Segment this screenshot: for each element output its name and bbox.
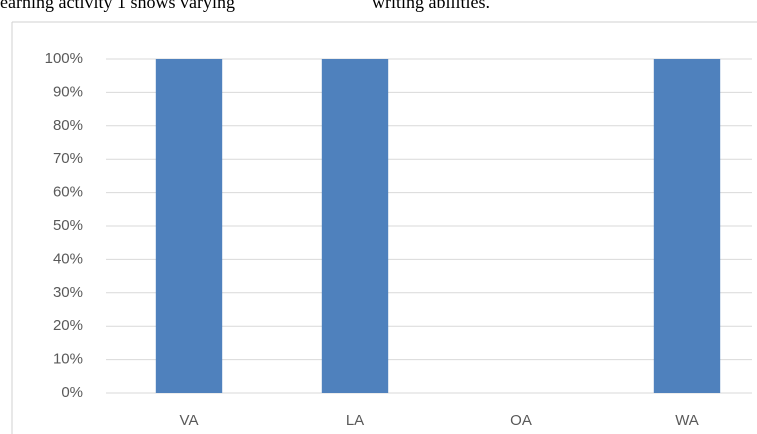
- y-tick-label: 70%: [53, 150, 83, 167]
- x-tick-label: LA: [346, 412, 364, 429]
- y-tick-label: 40%: [53, 250, 83, 267]
- bar: [653, 59, 721, 393]
- y-tick-label: 30%: [53, 284, 83, 301]
- y-tick-label: 80%: [53, 117, 83, 134]
- y-tick-label: 60%: [53, 184, 83, 201]
- bar: [321, 59, 389, 393]
- bar: [155, 59, 223, 393]
- y-tick-label: 90%: [53, 83, 83, 100]
- y-tick-label: 50%: [53, 217, 83, 234]
- y-tick-label: 10%: [53, 351, 83, 368]
- annotation: writing abilities.: [372, 0, 490, 12]
- y-tick-label: 100%: [45, 50, 83, 67]
- x-tick-label: WA: [675, 412, 699, 429]
- y-tick-label: 20%: [53, 317, 83, 334]
- x-tick-label: VA: [180, 412, 199, 429]
- x-tick-label: OA: [510, 412, 532, 429]
- y-tick-label: 0%: [61, 384, 83, 401]
- annotation: earning activity 1 shows varying: [0, 0, 235, 12]
